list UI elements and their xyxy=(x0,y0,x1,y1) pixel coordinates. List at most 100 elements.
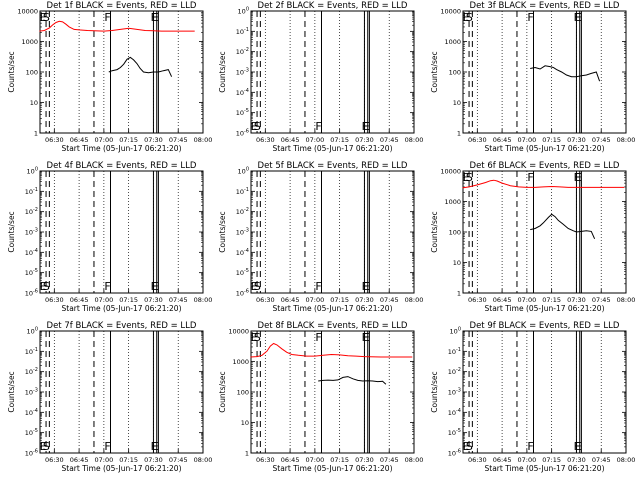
x-tick-label: 06:45 xyxy=(281,456,300,464)
x-tick-label: 07:45 xyxy=(380,296,399,304)
detector-panel: Det 9f BLACK = Events, RED = LLD 10-6 10-5… xyxy=(430,321,635,473)
event-label: S xyxy=(43,280,50,293)
x-axis-label: Start Time (05-Jun-17 06:21:20) xyxy=(62,144,182,153)
x-tick-label: 06:45 xyxy=(493,296,512,304)
x-axis-label: Start Time (05-Jun-17 06:21:20) xyxy=(273,144,393,153)
x-tick-label: 08:00 xyxy=(194,136,213,144)
event-label: E xyxy=(463,11,470,24)
x-tick-label: 06:45 xyxy=(281,296,300,304)
x-tick-label: 07:15 xyxy=(119,296,138,304)
event-label: E xyxy=(463,440,470,453)
y-tick-label: 10-5 xyxy=(236,268,249,277)
x-tick-label: 07:15 xyxy=(330,136,349,144)
panel-title: Det 6f BLACK = Events, RED = LLD xyxy=(470,161,620,171)
x-tick-label: 08:00 xyxy=(194,456,213,464)
x-tick-label: 08:00 xyxy=(405,136,424,144)
event-label: F xyxy=(574,171,580,184)
x-tick-label: 07:00 xyxy=(95,136,114,144)
x-tick-label: 07:45 xyxy=(169,456,188,464)
x-tick-label: 07:15 xyxy=(119,456,138,464)
y-axis-label: Counts/sec xyxy=(430,211,439,252)
x-tick-label: 07:15 xyxy=(542,456,561,464)
event-label: E xyxy=(40,280,47,293)
y-tick-label: 10-2 xyxy=(448,367,461,376)
events-series-line xyxy=(530,213,596,240)
event-label: E xyxy=(463,171,470,184)
x-tick-label: 07:45 xyxy=(169,136,188,144)
events-series-line xyxy=(530,65,601,82)
detector-panel: Det 3f BLACK = Events, RED = LLD 1 10 100 10… xyxy=(430,1,635,153)
panel-title: Det 5f BLACK = Events, RED = LLD xyxy=(258,161,408,171)
event-label: F xyxy=(362,280,368,293)
y-tick-label: 100 xyxy=(449,69,461,77)
event-label: E xyxy=(40,440,47,453)
x-tick-label: 07:15 xyxy=(119,136,138,144)
event-label: E xyxy=(575,171,582,184)
panel-title: Det 1f BLACK = Events, RED = LLD xyxy=(47,1,197,11)
y-axis-label: Counts/sec xyxy=(430,371,439,412)
event-label: S xyxy=(43,11,50,24)
event-label: E xyxy=(575,11,582,24)
y-tick-label: 10-2 xyxy=(236,47,249,56)
x-tick-label: 08:00 xyxy=(617,136,636,144)
event-label: E xyxy=(363,280,370,293)
event-label: E xyxy=(152,440,159,453)
x-axis-label: Start Time (05-Jun-17 06:21:20) xyxy=(273,464,393,473)
panel-title: Det 8f BLACK = Events, RED = LLD xyxy=(258,321,408,331)
y-tick-label: 10-3 xyxy=(25,228,38,237)
panel-title: Det 9f BLACK = Events, RED = LLD xyxy=(470,321,620,331)
x-tick-label: 07:15 xyxy=(542,136,561,144)
y-axis-label: Counts/sec xyxy=(218,211,227,252)
y-tick-label: 100 xyxy=(26,69,38,77)
y-tick-label: 100 xyxy=(449,229,461,237)
y-tick-label: 10-4 xyxy=(25,248,38,257)
x-tick-label: 07:15 xyxy=(330,296,349,304)
y-tick-label: 1 xyxy=(34,130,38,138)
y-axis-label: Counts/sec xyxy=(430,51,439,92)
y-tick-label: 10-4 xyxy=(236,88,249,97)
panel-title: Det 7f BLACK = Events, RED = LLD xyxy=(47,321,197,331)
detector-panel: Det 1f BLACK = Events, RED = LLD 1 10 100 10… xyxy=(7,1,212,153)
x-tick-label: 06:45 xyxy=(70,456,89,464)
x-axis-label: Start Time (05-Jun-17 06:21:20) xyxy=(62,464,182,473)
y-tick-label: 1000 xyxy=(21,38,38,46)
y-tick-label: 10-3 xyxy=(236,68,249,77)
x-axis-label: Start Time (05-Jun-17 06:21:20) xyxy=(485,144,605,153)
y-tick-label: 10-6 xyxy=(448,449,461,458)
x-tick-label: 06:45 xyxy=(493,456,512,464)
event-label: S xyxy=(466,440,473,453)
event-label: E xyxy=(363,120,370,133)
y-tick-label: 100 xyxy=(238,167,249,176)
y-tick-label: 1000 xyxy=(444,38,461,46)
x-tick-label: 06:45 xyxy=(493,136,512,144)
y-axis-label: Counts/sec xyxy=(7,211,16,252)
y-tick-label: 10-2 xyxy=(25,367,38,376)
event-label: S xyxy=(43,440,50,453)
x-tick-label: 07:45 xyxy=(592,136,611,144)
event-label: F xyxy=(527,440,533,453)
event-label: S xyxy=(466,11,473,24)
y-tick-label: 100 xyxy=(238,7,249,16)
y-tick-label: 10-5 xyxy=(448,428,461,437)
event-label: F xyxy=(362,120,368,133)
x-tick-label: 08:00 xyxy=(194,296,213,304)
x-tick-label: 06:30 xyxy=(45,136,64,144)
detector-panel: Det 2f BLACK = Events, RED = LLD 10-6 10-5… xyxy=(218,1,423,153)
y-tick-label: 10000 xyxy=(228,328,249,336)
event-label: S xyxy=(254,331,261,344)
y-tick-label: 10-1 xyxy=(236,27,249,36)
x-axis-label: Start Time (05-Jun-17 06:21:20) xyxy=(273,304,393,313)
x-tick-label: 06:30 xyxy=(468,136,487,144)
event-label: F xyxy=(362,331,368,344)
x-tick-label: 07:45 xyxy=(169,296,188,304)
x-tick-label: 08:00 xyxy=(617,456,636,464)
y-tick-label: 10-4 xyxy=(25,408,38,417)
event-label: F xyxy=(104,440,110,453)
y-tick-label: 100 xyxy=(450,327,461,336)
x-tick-label: 06:45 xyxy=(70,136,89,144)
x-tick-label: 07:30 xyxy=(567,456,586,464)
lld-series-line xyxy=(462,179,625,189)
x-tick-label: 07:45 xyxy=(380,456,399,464)
x-tick-label: 07:45 xyxy=(380,136,399,144)
event-label: S xyxy=(254,120,261,133)
